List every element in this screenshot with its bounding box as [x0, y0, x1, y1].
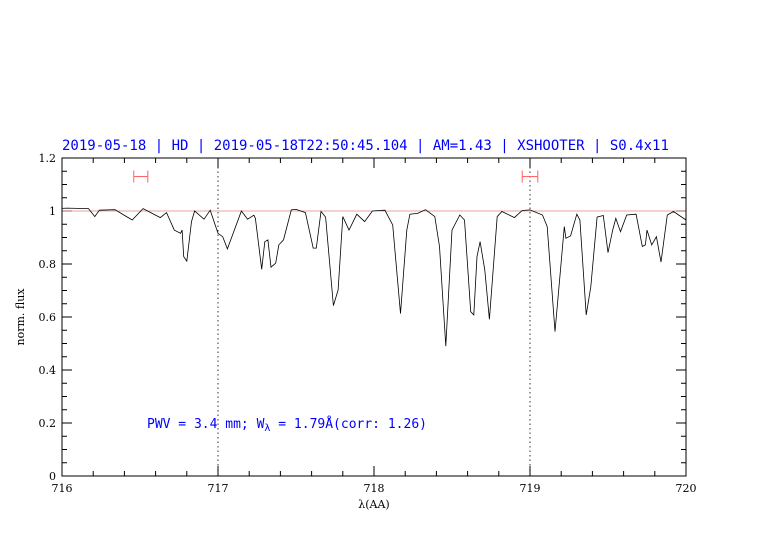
x-tick-label: 720: [676, 482, 697, 495]
x-tick-label: 717: [208, 482, 229, 495]
interval-markers: [133, 170, 539, 183]
chart-title: 2019-05-18 | HD | 2019-05-18T22:50:45.10…: [62, 138, 669, 154]
x-axis-title: λ(AA): [358, 498, 389, 511]
pwv-annotation: PWV = 3.4 mm; Wλ = 1.79Å(corr: 1.26): [147, 416, 427, 434]
y-tick-label: 1.2: [39, 152, 57, 165]
y-tick-label: 0.2: [39, 417, 57, 430]
dotted-verticals: [217, 158, 531, 476]
plot-frame: [61, 157, 687, 477]
y-tick-label: 0: [49, 470, 56, 483]
axes: 716 717 718 719 720 0 0.2 0.4 0.6 0.8 1 1.2: [39, 152, 697, 495]
y-tick-label: 0.4: [39, 364, 57, 377]
y-tick-label: 0.8: [39, 258, 57, 271]
y-axis-title: norm. flux: [14, 288, 27, 346]
x-tick-label: 718: [364, 482, 385, 495]
y-tick-label: 0.6: [39, 311, 57, 324]
y-tick-label: 1: [49, 205, 56, 218]
x-tick-label: 719: [520, 482, 541, 495]
x-tick-label: 716: [52, 482, 73, 495]
spectrum-line: [61, 207, 687, 347]
